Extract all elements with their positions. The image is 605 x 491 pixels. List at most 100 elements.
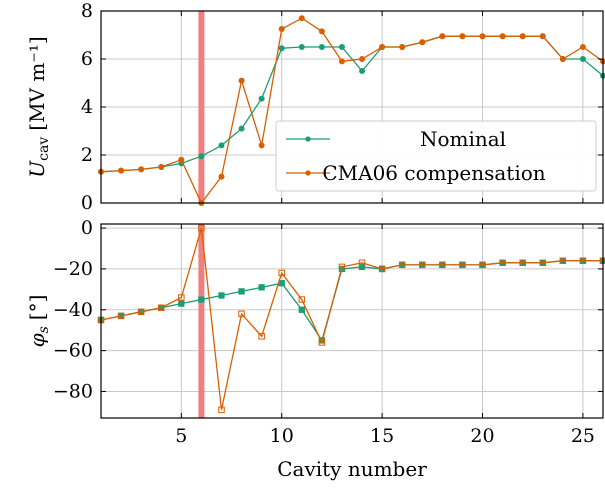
data-point xyxy=(359,56,366,63)
top-ylabel-unit: [MV m⁻¹] xyxy=(25,36,49,130)
bottom-y-axis-label: φs [°] xyxy=(25,295,52,348)
data-point xyxy=(378,265,386,273)
data-point xyxy=(359,68,366,75)
data-point xyxy=(278,280,285,287)
data-point xyxy=(157,304,165,311)
legend-marker-nominal xyxy=(305,136,311,142)
data-point xyxy=(258,95,265,102)
top-panel: 0 2 4 6 8 Ucav [MV m⁻¹] Nominal CMA06 compens… xyxy=(25,0,605,214)
legend-label-cma06: CMA06 compensation xyxy=(322,161,545,185)
y-tick-label: 0 xyxy=(81,192,93,214)
data-point xyxy=(218,292,225,299)
data-point xyxy=(439,33,446,40)
data-point xyxy=(318,28,325,35)
bottom-series xyxy=(97,224,605,414)
data-point xyxy=(258,333,265,340)
x-tick-label: 20 xyxy=(470,425,494,447)
data-point xyxy=(218,173,225,180)
data-point xyxy=(137,308,145,316)
data-point xyxy=(579,257,587,265)
data-point xyxy=(238,125,245,132)
data-point xyxy=(338,44,345,51)
data-point xyxy=(358,259,366,267)
data-point xyxy=(238,310,245,318)
series-line xyxy=(100,17,604,205)
data-point xyxy=(278,45,285,52)
x-tick-label: 5 xyxy=(175,425,187,447)
y-tick-label: 4 xyxy=(81,96,93,118)
y-tick-label: 8 xyxy=(81,0,93,22)
data-point xyxy=(318,44,325,51)
data-point xyxy=(398,261,406,269)
data-point xyxy=(519,33,526,40)
x-tick-label: 15 xyxy=(370,425,394,447)
y-tick-label: 0 xyxy=(81,217,93,239)
data-point xyxy=(439,261,446,269)
data-point xyxy=(198,296,205,303)
top-ylabel-sub: cav xyxy=(36,137,52,161)
y-tick-label: −20 xyxy=(53,258,93,280)
data-point xyxy=(298,306,305,313)
bottom-ylabel-unit: [°] xyxy=(25,295,49,321)
data-point xyxy=(539,259,547,267)
data-point xyxy=(519,259,526,267)
series-line xyxy=(100,227,603,410)
bottom-ylabel-sub: s xyxy=(36,326,52,333)
data-point xyxy=(559,56,566,63)
top-highlight-band xyxy=(198,11,205,203)
data-point xyxy=(218,406,225,414)
data-point xyxy=(198,153,205,160)
top-series xyxy=(98,15,605,206)
top-ticks: 0 2 4 6 8 xyxy=(81,0,603,214)
data-point xyxy=(419,39,426,46)
data-point xyxy=(399,44,406,51)
data-point xyxy=(178,300,185,307)
data-point xyxy=(298,296,306,303)
data-point xyxy=(459,33,466,40)
y-tick-label: 2 xyxy=(81,144,93,166)
data-point xyxy=(158,163,165,170)
y-tick-label: 6 xyxy=(81,48,93,70)
legend: Nominal CMA06 compensation xyxy=(275,120,597,192)
data-point xyxy=(479,33,486,40)
legend-box xyxy=(275,120,597,192)
data-point xyxy=(258,284,265,291)
data-point xyxy=(479,261,486,269)
data-point xyxy=(278,25,285,32)
x-tick-label: 10 xyxy=(270,425,294,447)
bottom-frame xyxy=(100,223,604,419)
data-point xyxy=(539,33,546,40)
y-tick-label: −60 xyxy=(53,340,93,362)
data-point xyxy=(579,56,586,63)
data-point xyxy=(258,142,265,149)
data-point xyxy=(338,263,346,271)
bottom-grid xyxy=(101,224,603,418)
bottom-ticks: 0 −20 −40 −60 −80 5 10 15 20 25 xyxy=(53,217,603,447)
data-point xyxy=(298,44,305,51)
data-point xyxy=(379,44,386,51)
bottom-panel: 0 −20 −40 −60 −80 5 10 15 20 25 φs [°] Cavity numb… xyxy=(25,217,605,481)
x-tick-label: 25 xyxy=(571,425,595,447)
data-point xyxy=(178,156,185,163)
data-point xyxy=(178,294,185,301)
bottom-highlight-band xyxy=(198,224,205,418)
data-point xyxy=(318,339,326,346)
top-ylabel-main: U xyxy=(25,160,49,178)
legend-label-nominal: Nominal xyxy=(420,127,506,151)
top-y-axis-label: Ucav [MV m⁻¹] xyxy=(25,36,52,177)
data-point xyxy=(238,77,245,84)
data-point xyxy=(499,33,506,40)
legend-marker-cma06 xyxy=(305,170,311,176)
data-point xyxy=(118,167,125,174)
data-point xyxy=(459,261,466,269)
data-point xyxy=(198,224,205,232)
data-point xyxy=(298,15,305,22)
data-point xyxy=(419,261,426,269)
bottom-ylabel-main: φ xyxy=(25,333,49,347)
data-point xyxy=(238,288,245,295)
data-point xyxy=(138,166,145,173)
y-tick-label: −40 xyxy=(53,299,93,321)
data-point xyxy=(278,269,285,277)
y-tick-label: −80 xyxy=(53,380,93,402)
